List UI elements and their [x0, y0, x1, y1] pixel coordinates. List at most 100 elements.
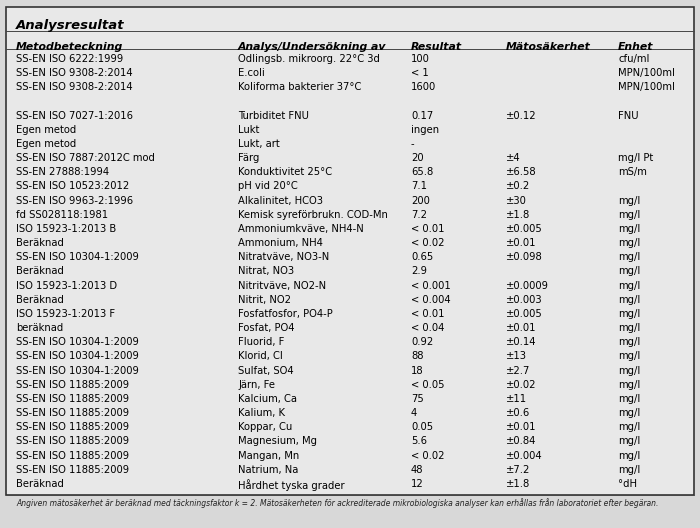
Text: SS-EN ISO 11885:2009: SS-EN ISO 11885:2009 — [16, 380, 130, 390]
Text: ±0.005: ±0.005 — [506, 309, 542, 319]
Text: ±6.58: ±6.58 — [506, 167, 537, 177]
Text: Enhet: Enhet — [618, 42, 654, 52]
Text: -: - — [411, 139, 414, 149]
Text: E.coli: E.coli — [238, 68, 265, 78]
Text: mg/l: mg/l — [618, 195, 640, 205]
Text: Resultat: Resultat — [411, 42, 462, 52]
Text: mg/l: mg/l — [618, 295, 640, 305]
Text: Koppar, Cu: Koppar, Cu — [238, 422, 293, 432]
Text: SS-EN ISO 10304-1:2009: SS-EN ISO 10304-1:2009 — [16, 252, 139, 262]
Text: ±4: ±4 — [506, 153, 521, 163]
Text: Fosfatfosfor, PO4-P: Fosfatfosfor, PO4-P — [238, 309, 332, 319]
Text: mg/l: mg/l — [618, 365, 640, 375]
Text: SS-EN ISO 6222:1999: SS-EN ISO 6222:1999 — [16, 54, 123, 64]
Text: Odlingsb. mikroorg. 22°C 3d: Odlingsb. mikroorg. 22°C 3d — [238, 54, 380, 64]
Text: Egen metod: Egen metod — [16, 139, 76, 149]
Text: Sulfat, SO4: Sulfat, SO4 — [238, 365, 293, 375]
Text: mg/l: mg/l — [618, 337, 640, 347]
Text: SS-EN ISO 10304-1:2009: SS-EN ISO 10304-1:2009 — [16, 337, 139, 347]
Text: mg/l: mg/l — [618, 394, 640, 404]
Text: cfu/ml: cfu/ml — [618, 54, 650, 64]
Text: ±1.8: ±1.8 — [506, 210, 531, 220]
Text: 2.9: 2.9 — [411, 267, 427, 277]
Text: SS-EN ISO 11885:2009: SS-EN ISO 11885:2009 — [16, 394, 130, 404]
Text: mg/l: mg/l — [618, 309, 640, 319]
Text: 48: 48 — [411, 465, 424, 475]
Text: 0.92: 0.92 — [411, 337, 433, 347]
Text: mg/l: mg/l — [618, 210, 640, 220]
Text: mg/l: mg/l — [618, 380, 640, 390]
Text: SS-EN ISO 10304-1:2009: SS-EN ISO 10304-1:2009 — [16, 365, 139, 375]
Text: Koliforma bakterier 37°C: Koliforma bakterier 37°C — [238, 82, 361, 92]
Text: < 0.004: < 0.004 — [411, 295, 451, 305]
Text: ISO 15923-1:2013 B: ISO 15923-1:2013 B — [16, 224, 116, 234]
Text: < 0.001: < 0.001 — [411, 280, 451, 290]
Text: ±0.14: ±0.14 — [506, 337, 537, 347]
Text: MPN/100ml: MPN/100ml — [618, 82, 675, 92]
Text: ±30: ±30 — [506, 195, 527, 205]
Text: 12: 12 — [411, 479, 424, 489]
Text: ±0.12: ±0.12 — [506, 110, 537, 120]
Text: Analysresultat: Analysresultat — [16, 19, 125, 32]
Text: ISO 15923-1:2013 F: ISO 15923-1:2013 F — [16, 309, 116, 319]
Text: mg/l: mg/l — [618, 323, 640, 333]
Text: ±0.005: ±0.005 — [506, 224, 542, 234]
Text: Kalcium, Ca: Kalcium, Ca — [238, 394, 297, 404]
Text: SS-EN ISO 9308-2:2014: SS-EN ISO 9308-2:2014 — [16, 68, 133, 78]
Text: 7.2: 7.2 — [411, 210, 427, 220]
Text: Mätosäkerhet: Mätosäkerhet — [506, 42, 591, 52]
Text: mg/l: mg/l — [618, 238, 640, 248]
Text: SS-EN ISO 11885:2009: SS-EN ISO 11885:2009 — [16, 408, 130, 418]
Text: Nitrit, NO2: Nitrit, NO2 — [238, 295, 291, 305]
Text: ±0.0009: ±0.0009 — [506, 280, 549, 290]
Text: ±2.7: ±2.7 — [506, 365, 531, 375]
Text: mg/l: mg/l — [618, 465, 640, 475]
Text: ±0.01: ±0.01 — [506, 422, 537, 432]
Text: 0.17: 0.17 — [411, 110, 433, 120]
Text: 18: 18 — [411, 365, 424, 375]
Text: mg/l: mg/l — [618, 280, 640, 290]
Text: SS-EN ISO 11885:2009: SS-EN ISO 11885:2009 — [16, 450, 130, 460]
Text: ±0.84: ±0.84 — [506, 437, 536, 447]
Text: mg/l: mg/l — [618, 267, 640, 277]
Text: ingen: ingen — [411, 125, 439, 135]
Text: Klorid, Cl: Klorid, Cl — [238, 352, 283, 362]
Text: ±0.01: ±0.01 — [506, 323, 537, 333]
Text: ±0.003: ±0.003 — [506, 295, 542, 305]
Text: beräknad: beräknad — [16, 323, 63, 333]
Text: ±0.6: ±0.6 — [506, 408, 531, 418]
Text: 200: 200 — [411, 195, 430, 205]
Text: mg/l: mg/l — [618, 422, 640, 432]
Text: Hårdhet tyska grader: Hårdhet tyska grader — [238, 479, 344, 491]
Text: SS-EN ISO 7027-1:2016: SS-EN ISO 7027-1:2016 — [16, 110, 133, 120]
Text: mg/l: mg/l — [618, 437, 640, 447]
Text: SS-EN ISO 10304-1:2009: SS-EN ISO 10304-1:2009 — [16, 352, 139, 362]
Text: ±11: ±11 — [506, 394, 527, 404]
Text: Magnesium, Mg: Magnesium, Mg — [238, 437, 317, 447]
Text: Ammonium, NH4: Ammonium, NH4 — [238, 238, 323, 248]
Text: 88: 88 — [411, 352, 424, 362]
Text: ±0.2: ±0.2 — [506, 182, 531, 191]
Text: < 0.01: < 0.01 — [411, 224, 444, 234]
Text: SS-EN ISO 11885:2009: SS-EN ISO 11885:2009 — [16, 422, 130, 432]
Text: Konduktivitet 25°C: Konduktivitet 25°C — [238, 167, 332, 177]
Text: SS-EN ISO 7887:2012C mod: SS-EN ISO 7887:2012C mod — [16, 153, 155, 163]
Text: < 0.04: < 0.04 — [411, 323, 444, 333]
Text: SS-EN 27888:1994: SS-EN 27888:1994 — [16, 167, 109, 177]
Text: 4: 4 — [411, 408, 417, 418]
Text: Lukt, art: Lukt, art — [238, 139, 280, 149]
Text: Färg: Färg — [238, 153, 260, 163]
Text: 0.05: 0.05 — [411, 422, 433, 432]
Text: < 0.05: < 0.05 — [411, 380, 444, 390]
Text: SS-EN ISO 11885:2009: SS-EN ISO 11885:2009 — [16, 437, 130, 447]
Text: 5.6: 5.6 — [411, 437, 427, 447]
Text: Metodbeteckning: Metodbeteckning — [16, 42, 123, 52]
Text: Kemisk syreförbrukn. COD-Mn: Kemisk syreförbrukn. COD-Mn — [238, 210, 388, 220]
Text: mg/l Pt: mg/l Pt — [618, 153, 653, 163]
Text: fd SS028118:1981: fd SS028118:1981 — [16, 210, 108, 220]
Text: Fluorid, F: Fluorid, F — [238, 337, 284, 347]
Text: mg/l: mg/l — [618, 408, 640, 418]
Text: Fosfat, PO4: Fosfat, PO4 — [238, 323, 295, 333]
Text: ±7.2: ±7.2 — [506, 465, 531, 475]
Text: Nitritväve, NO2-N: Nitritväve, NO2-N — [238, 280, 326, 290]
